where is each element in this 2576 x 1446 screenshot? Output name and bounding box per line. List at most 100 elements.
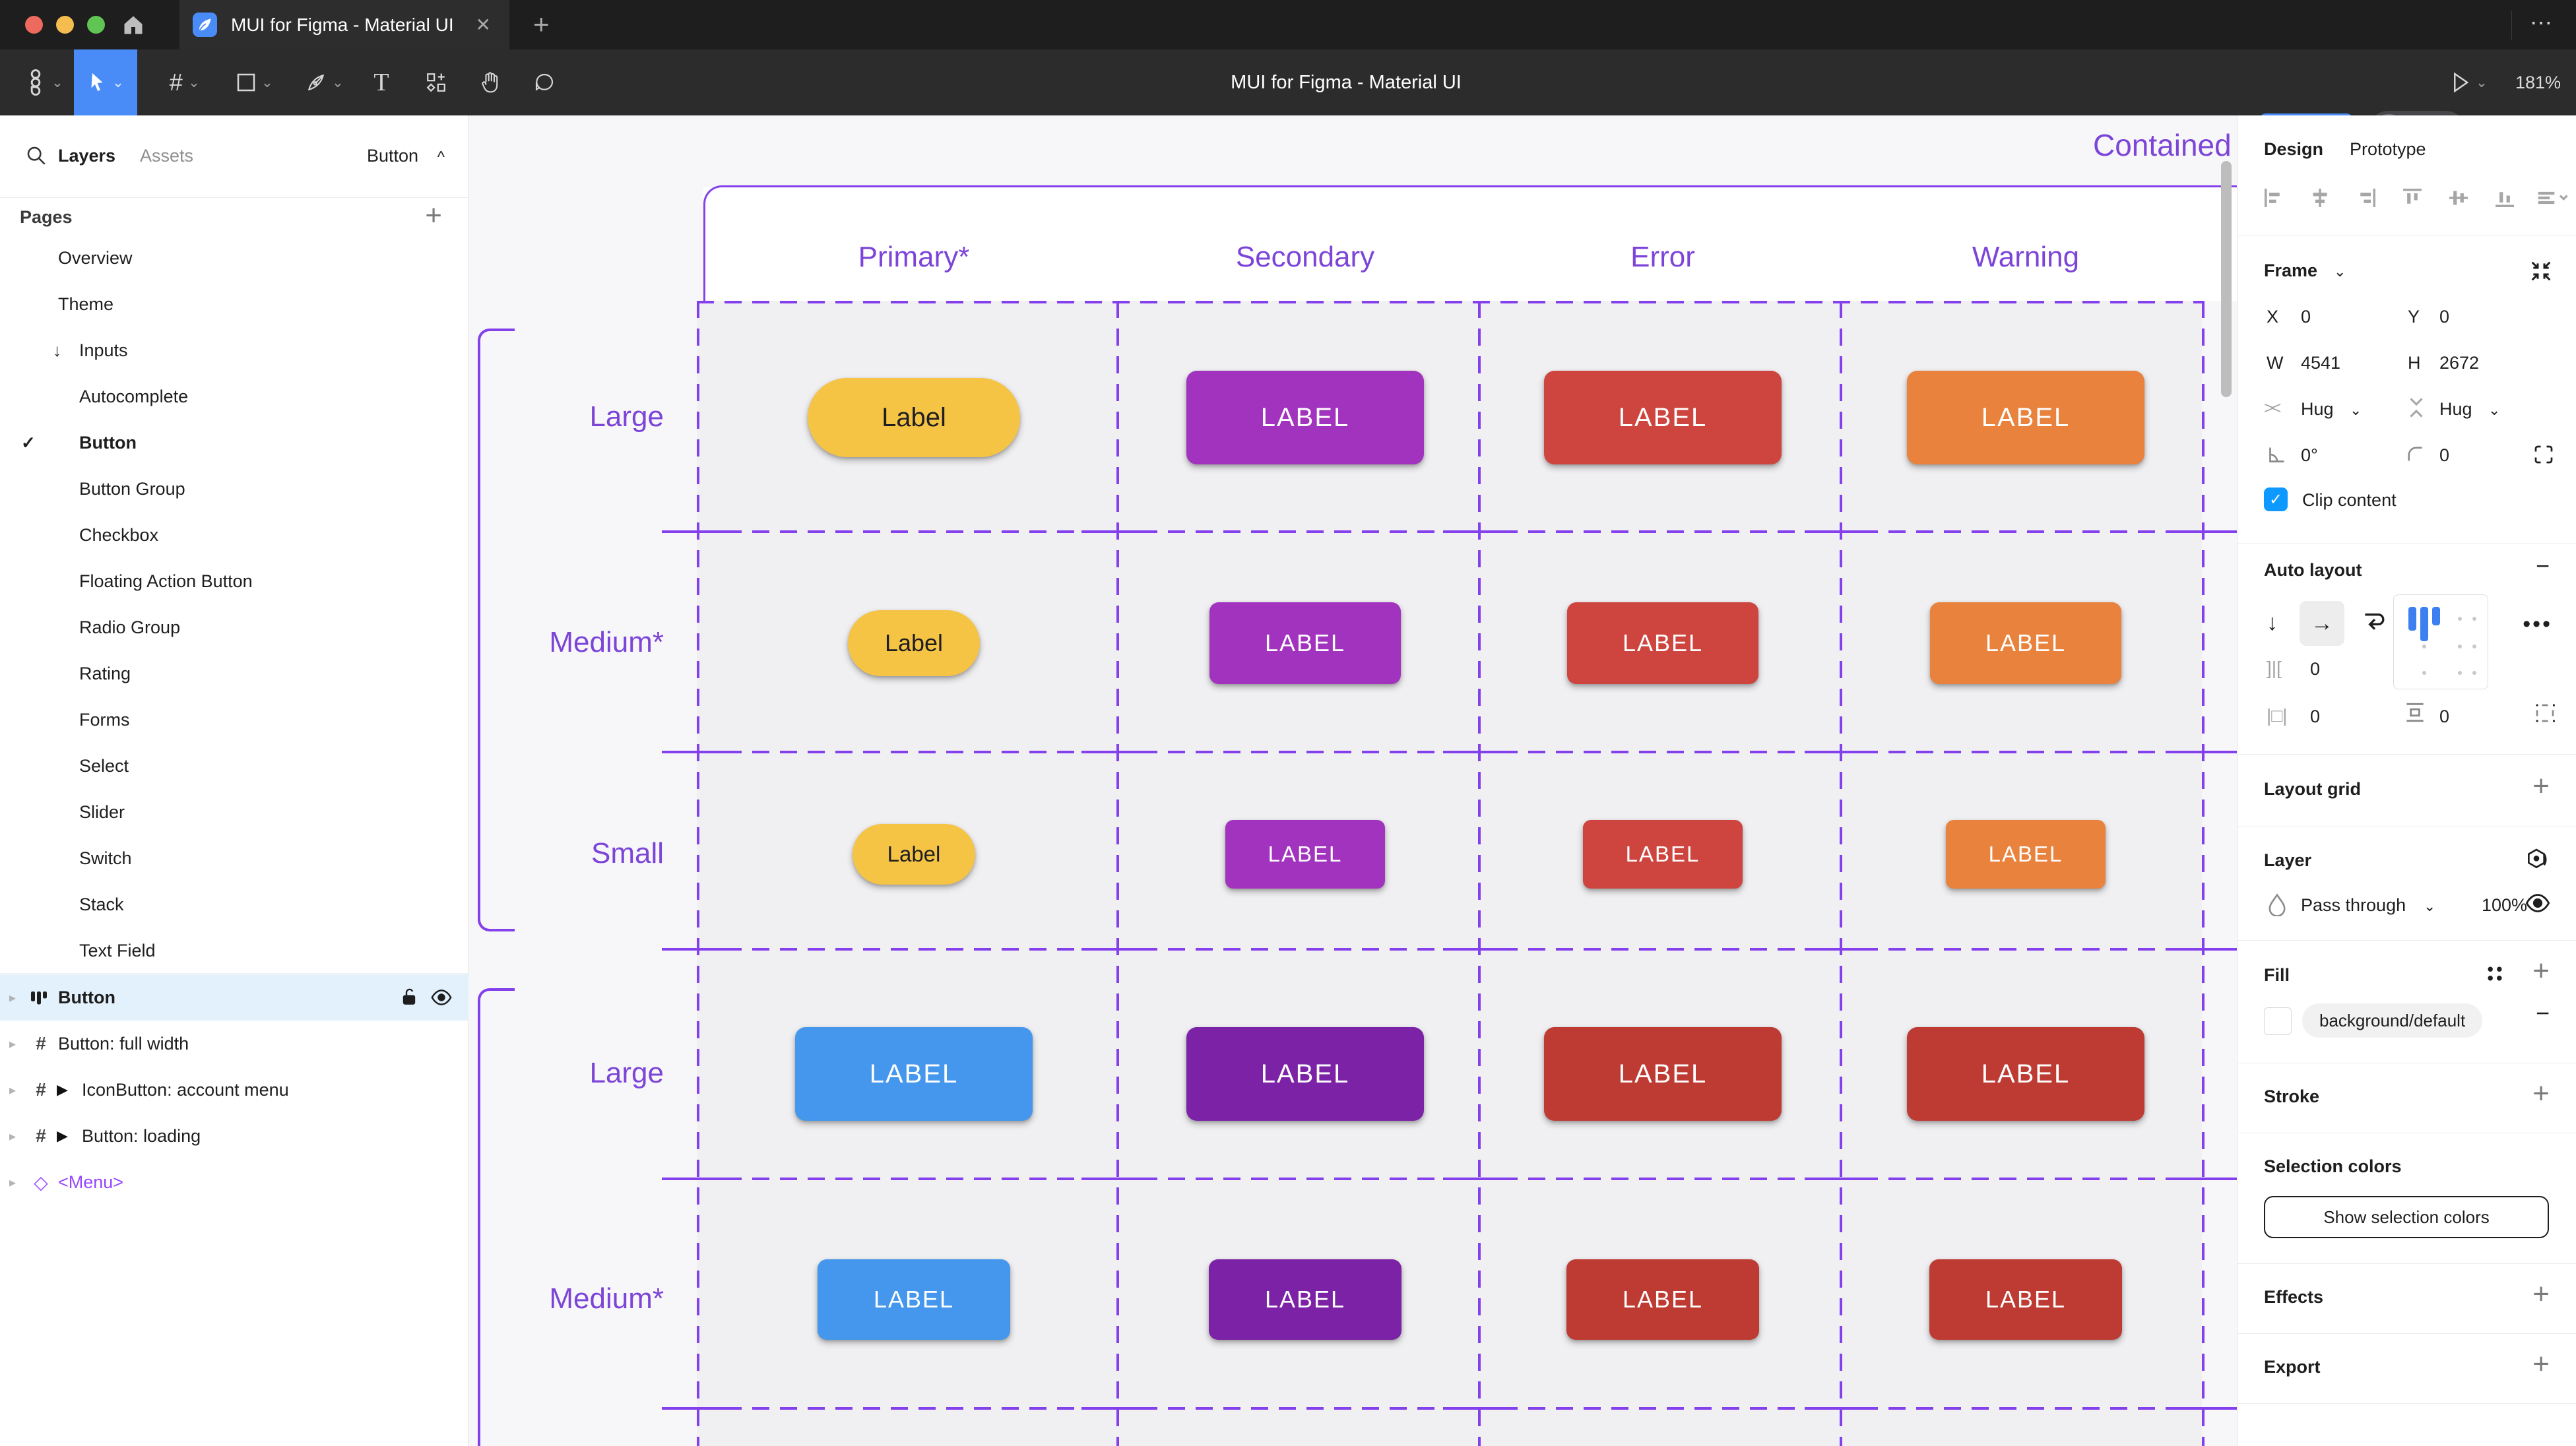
tab-assets[interactable]: Assets: [140, 146, 194, 166]
canvas-button[interactable]: LABEL: [1907, 1027, 2144, 1121]
page-item[interactable]: Button Group: [0, 466, 468, 512]
frame-section-title[interactable]: Frame: [2264, 261, 2318, 280]
rotation-value[interactable]: 0°: [2301, 445, 2318, 465]
canvas-button[interactable]: LABEL: [1929, 1259, 2122, 1340]
chevron-right-icon[interactable]: ▸: [9, 990, 16, 1005]
horizontal-padding-value[interactable]: 0: [2310, 707, 2321, 726]
remove-fill-icon[interactable]: −: [2535, 999, 2550, 1026]
home-icon[interactable]: [121, 13, 146, 37]
canvas-scrollbar[interactable]: [2221, 161, 2232, 397]
canvas-button[interactable]: LABEL: [1209, 602, 1401, 684]
search-icon[interactable]: [25, 144, 48, 167]
file-tab[interactable]: MUI for Figma - Material UI ✕: [179, 0, 509, 49]
canvas-button[interactable]: LABEL: [1209, 1259, 1401, 1340]
page-item[interactable]: Rating: [0, 650, 468, 697]
page-item[interactable]: Text Field: [0, 927, 468, 974]
independent-corners-icon[interactable]: [2532, 443, 2556, 466]
add-page-icon[interactable]: +: [425, 199, 442, 232]
add-layout-grid-icon[interactable]: +: [2532, 770, 2550, 802]
distribute-icon[interactable]: [2533, 184, 2569, 212]
canvas-button[interactable]: Label: [848, 610, 980, 676]
layer-row[interactable]: ▸ # ▶ Button: loading: [0, 1113, 468, 1159]
page-item[interactable]: Checkbox: [0, 512, 468, 558]
page-item[interactable]: Switch: [0, 835, 468, 881]
canvas-button[interactable]: Label: [808, 378, 1020, 457]
x-value[interactable]: 0: [2301, 307, 2311, 327]
page-item[interactable]: Select: [0, 743, 468, 789]
page-item[interactable]: ↓ Inputs: [0, 327, 468, 373]
corner-radius-value[interactable]: 0: [2439, 445, 2450, 465]
file-title[interactable]: MUI for Figma - Material UI: [1231, 72, 1462, 93]
canvas-button[interactable]: Label: [853, 824, 975, 885]
eye-icon[interactable]: [430, 986, 453, 1009]
tabbar-more-icon[interactable]: ⋯: [2530, 11, 2555, 36]
align-right-icon[interactable]: [2352, 184, 2380, 212]
hug-vertical-value[interactable]: Hug: [2439, 399, 2472, 419]
move-tool-button[interactable]: ⌄: [74, 49, 137, 115]
auto-layout-more-icon[interactable]: •••: [2523, 612, 2552, 637]
individual-padding-icon[interactable]: [2533, 701, 2557, 725]
chevron-right-icon[interactable]: ▸: [9, 1083, 16, 1098]
page-item[interactable]: Radio Group: [0, 604, 468, 650]
layout-horizontal-icon-selected[interactable]: →: [2300, 601, 2344, 646]
chevron-right-icon[interactable]: ▸: [9, 1036, 16, 1052]
canvas-button[interactable]: LABEL: [1186, 1027, 1424, 1121]
page-item[interactable]: Autocomplete: [0, 373, 468, 420]
canvas-button[interactable]: LABEL: [1186, 371, 1424, 464]
remove-auto-layout-icon[interactable]: −: [2535, 552, 2550, 579]
layer-row[interactable]: ▸ ◇ <Menu>: [0, 1159, 468, 1205]
main-menu-button[interactable]: ⌄: [15, 49, 74, 115]
chevron-down-icon[interactable]: ⌄: [2424, 898, 2436, 914]
layout-wrap-icon[interactable]: [2360, 605, 2389, 634]
page-item[interactable]: Slider: [0, 789, 468, 835]
chevron-up-icon[interactable]: ^: [437, 148, 445, 166]
page-item[interactable]: Overview: [0, 235, 468, 281]
window-minimize-light[interactable]: [56, 16, 74, 34]
page-item[interactable]: Stack: [0, 881, 468, 927]
align-top-icon[interactable]: [2399, 184, 2426, 212]
pen-tool-button[interactable]: ⌄: [296, 49, 354, 115]
page-item[interactable]: Forms: [0, 697, 468, 743]
text-tool-button[interactable]: T: [373, 69, 389, 96]
add-export-icon[interactable]: +: [2532, 1348, 2550, 1380]
hug-horizontal-value[interactable]: Hug: [2301, 399, 2334, 419]
zoom-level[interactable]: 181% ⌄: [2515, 73, 2561, 158]
styles-icon[interactable]: [2523, 846, 2550, 873]
window-zoom-light[interactable]: [87, 16, 105, 34]
chevron-down-icon[interactable]: ⌄: [2488, 402, 2501, 418]
w-value[interactable]: 4541: [2301, 353, 2341, 373]
canvas-button[interactable]: LABEL: [1544, 1027, 1782, 1121]
add-effect-icon[interactable]: +: [2532, 1278, 2550, 1310]
layer-opacity-value[interactable]: 100%: [2482, 895, 2528, 915]
tab-prototype[interactable]: Prototype: [2350, 139, 2426, 159]
canvas-button[interactable]: LABEL: [1544, 371, 1782, 464]
clip-content-label[interactable]: Clip content: [2302, 490, 2397, 510]
canvas-button[interactable]: LABEL: [795, 1027, 1033, 1121]
canvas-button[interactable]: LABEL: [1946, 820, 2106, 889]
chevron-down-icon[interactable]: ⌄: [2334, 263, 2346, 280]
canvas-button[interactable]: LABEL: [1583, 820, 1743, 889]
resources-tool-button[interactable]: [413, 49, 459, 115]
fill-styles-icon[interactable]: [2484, 962, 2506, 985]
collapse-panel-icon[interactable]: [2528, 258, 2554, 284]
fill-color-swatch[interactable]: [2264, 1007, 2292, 1035]
unlock-icon[interactable]: [399, 986, 420, 1007]
vertical-padding-value[interactable]: 0: [2439, 707, 2450, 726]
hand-tool-button[interactable]: [467, 49, 513, 115]
page-item[interactable]: Floating Action Button: [0, 558, 468, 604]
fill-token-chip[interactable]: background/default: [2302, 1003, 2483, 1038]
layout-vertical-icon[interactable]: ↓: [2267, 610, 2278, 635]
align-v-center-icon[interactable]: [2445, 184, 2472, 212]
show-selection-colors-button[interactable]: Show selection colors: [2264, 1196, 2549, 1238]
add-stroke-icon[interactable]: +: [2532, 1077, 2550, 1110]
page-selector[interactable]: Button: [366, 146, 418, 166]
page-item[interactable]: Theme: [0, 281, 468, 327]
align-left-icon[interactable]: [2260, 184, 2288, 212]
shape-tool-button[interactable]: ⌄: [226, 49, 284, 115]
tab-close-icon[interactable]: ✕: [475, 15, 491, 35]
blend-mode-value[interactable]: Pass through: [2301, 895, 2406, 915]
frame-title[interactable]: Contained: [2093, 128, 2232, 162]
canvas-button[interactable]: LABEL: [1567, 602, 1758, 684]
tab-layers[interactable]: Layers: [58, 146, 116, 166]
chevron-right-icon[interactable]: ▸: [9, 1175, 16, 1190]
